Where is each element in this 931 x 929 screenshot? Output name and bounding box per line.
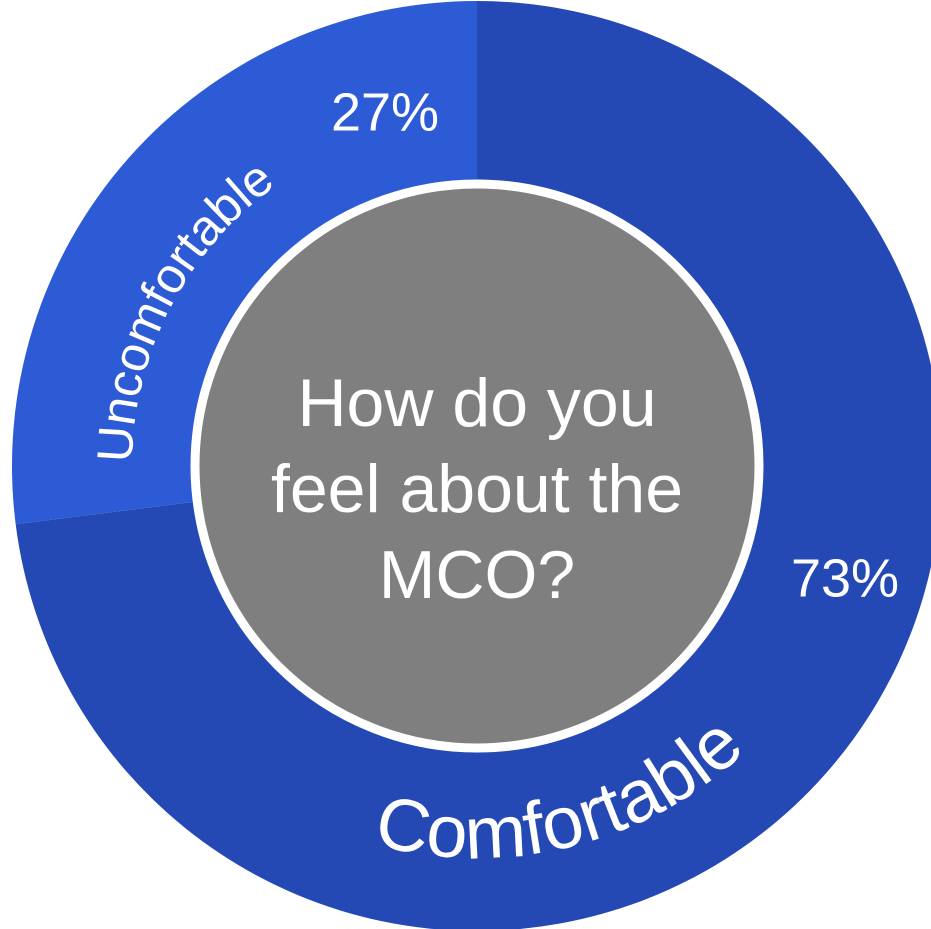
donut-segment <box>11 1 477 525</box>
donut-segment <box>15 1 931 929</box>
value-label: 27% <box>331 82 439 142</box>
center-circle <box>190 179 764 753</box>
chart-title: How do you feel about the MCO? <box>270 365 684 613</box>
value-label: 73% <box>791 548 899 608</box>
